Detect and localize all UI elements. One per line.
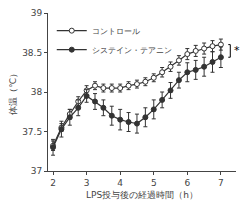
svg-text:6: 6 (184, 178, 190, 188)
svg-text:2: 2 (50, 178, 56, 188)
svg-text:39: 39 (31, 8, 43, 18)
svg-text:38.5: 38.5 (22, 48, 42, 58)
svg-text:体温（℃）: 体温（℃） (8, 69, 18, 115)
svg-text:4: 4 (117, 178, 123, 188)
svg-text:システイン・テアニン: システイン・テアニン (92, 46, 172, 55)
svg-text:37: 37 (31, 166, 42, 176)
svg-text:37.5: 37.5 (22, 127, 42, 137)
svg-text:7: 7 (218, 178, 224, 188)
svg-text:5: 5 (151, 178, 157, 188)
svg-text:3: 3 (84, 178, 90, 188)
svg-text:LPS投与後の経過時間（h）: LPS投与後の経過時間（h） (86, 190, 198, 200)
svg-text:*: * (234, 44, 240, 57)
svg-text:38: 38 (31, 87, 43, 97)
svg-text:コントロール: コントロール (92, 27, 140, 36)
